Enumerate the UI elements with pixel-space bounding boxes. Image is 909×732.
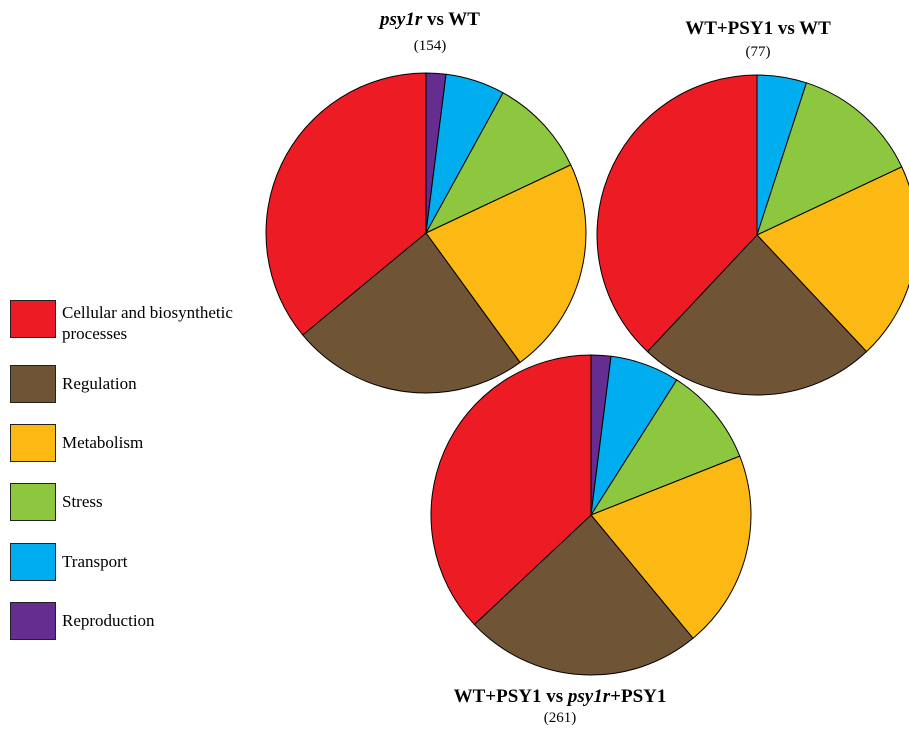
legend-label-transport: Transport bbox=[62, 552, 128, 571]
pie-chart-1 bbox=[265, 72, 587, 394]
legend-item-regulation: Regulation bbox=[10, 365, 270, 405]
pie-1-slice-cellular bbox=[265, 72, 427, 336]
pie-count-1: (154) bbox=[413, 38, 447, 54]
pie-title-1-part-1: psy1r bbox=[380, 9, 423, 30]
pie-title-3-part-3: +PSY1 bbox=[610, 686, 667, 707]
pie-title-2: WT+PSY1 vs WT bbox=[658, 18, 858, 39]
legend-swatch-metabolism bbox=[10, 424, 56, 462]
pie-1-slice-metabolism bbox=[425, 164, 587, 363]
legend-item-transport: Transport bbox=[10, 543, 270, 583]
legend-swatch-stress bbox=[10, 483, 56, 521]
legend-label-stress: Stress bbox=[62, 492, 103, 511]
pie-title-3: WT+PSY1 vs psy1r+PSY1 bbox=[440, 686, 680, 707]
legend-label-reproduction: Reproduction bbox=[62, 611, 155, 630]
pie-3-slice-cellular bbox=[430, 354, 592, 626]
pie-count-2: (77) bbox=[745, 44, 771, 60]
legend-label-cellular: Cellular and biosynthetic processes bbox=[62, 303, 233, 343]
pie-2-slice-regulation bbox=[646, 234, 868, 396]
pie-title-1-part-2: vs WT bbox=[422, 9, 480, 30]
pie-chart-3 bbox=[430, 354, 752, 676]
pie-title-2-part-1: WT+PSY1 vs WT bbox=[685, 18, 831, 39]
pie-count-3: (261) bbox=[543, 710, 577, 726]
pie-1-slice-regulation bbox=[302, 232, 521, 394]
legend-swatch-reproduction bbox=[10, 602, 56, 640]
legend-label-regulation: Regulation bbox=[62, 374, 137, 393]
pie-3-slice-metabolism bbox=[590, 455, 752, 639]
pie-2-slice-stress bbox=[756, 82, 903, 236]
pie-3-slice-regulation bbox=[473, 514, 694, 676]
pie-3-slice-stress bbox=[590, 379, 741, 516]
pie-chart-2 bbox=[596, 74, 909, 396]
legend-swatch-regulation bbox=[10, 365, 56, 403]
legend-swatch-transport bbox=[10, 543, 56, 581]
legend-item-reproduction: Reproduction bbox=[10, 602, 270, 642]
legend-label-metabolism: Metabolism bbox=[62, 433, 144, 452]
pie-title-1: psy1r vs WT bbox=[330, 9, 530, 30]
pie-title-3-part-2: psy1r bbox=[567, 686, 611, 707]
legend-item-metabolism: Metabolism bbox=[10, 424, 270, 464]
pie-title-3-part-1: WT+PSY1 vs bbox=[453, 686, 568, 707]
legend-swatch-cellular bbox=[10, 300, 56, 338]
legend-item-cellular: Cellular and biosynthetic processes bbox=[10, 300, 270, 343]
pie-2-slice-metabolism bbox=[756, 166, 909, 353]
pie-2-slice-cellular bbox=[596, 74, 758, 353]
pie-1-slice-stress bbox=[425, 92, 572, 234]
legend-item-stress: Stress bbox=[10, 483, 270, 523]
